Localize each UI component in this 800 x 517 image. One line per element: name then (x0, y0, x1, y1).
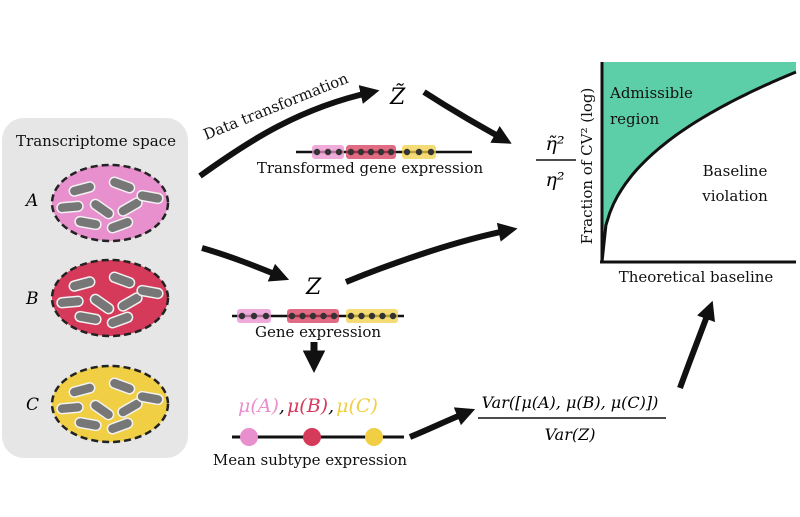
var-denominator: Var(Z) (545, 425, 596, 444)
subtype-b-label: B (25, 289, 39, 309)
rod (89, 198, 115, 220)
mean-to-var-arrow (408, 407, 476, 440)
gene-expression-label: Gene expression (255, 323, 381, 341)
rod (68, 276, 96, 292)
rod (68, 382, 96, 398)
mu-b: μ(B) (287, 395, 328, 417)
rod (108, 377, 136, 395)
subtype-a-label: A (24, 191, 38, 211)
rod (106, 216, 134, 234)
rod (74, 416, 102, 432)
mu-a: μ(A) (238, 395, 279, 417)
rod (108, 271, 136, 289)
gene-expression-strip (232, 309, 404, 323)
var-numerator: Var([μ(A), μ(B), μ(C)]) (482, 393, 659, 412)
violation-label-2: violation (701, 187, 768, 205)
rod (136, 284, 164, 300)
x-axis-label: Theoretical baseline (619, 268, 774, 286)
subtype-c-label: C (26, 395, 39, 415)
rod (56, 295, 84, 309)
ratio-denominator: η² (546, 169, 565, 191)
var-to-chart-arrow (677, 300, 716, 390)
rod (106, 417, 134, 435)
cell-a (50, 163, 170, 243)
transformed-expression-strip (296, 145, 472, 159)
rod (74, 310, 102, 326)
cell-c (50, 364, 170, 444)
transformed-expression-label: Transformed gene expression (257, 159, 484, 177)
svg-text:μ(A),μ(B),μ(C): μ(A), μ(B), μ(C) (238, 395, 378, 417)
z-to-ratio-arrow (344, 222, 518, 285)
admissible-region-fill (602, 62, 796, 262)
transform-arrow (198, 85, 380, 179)
z-tilde-symbol: Z̃ (389, 84, 406, 110)
mean-dot-b (303, 428, 321, 446)
rod (106, 311, 134, 329)
baseline-chart: Admissible region Baseline violation The… (578, 62, 797, 286)
rod (68, 181, 96, 197)
rod (56, 401, 84, 415)
rod (136, 390, 164, 406)
baseline-curve (600, 70, 797, 263)
panel-title: Transcriptome space (16, 132, 176, 150)
admissible-label-1: Admissible (609, 84, 693, 102)
mean-dot-c (365, 428, 383, 446)
panel-to-z-arrow (201, 245, 290, 282)
rod (74, 215, 102, 231)
rod (89, 293, 115, 315)
mu-c: μ(C) (336, 395, 378, 417)
rod (56, 200, 84, 214)
admissible-label-2: region (610, 110, 659, 128)
ztilde-to-ratio-arrow (422, 89, 512, 144)
rod (89, 399, 115, 421)
mean-label: Mean subtype expression (213, 451, 408, 469)
ratio-numerator: η̃² (546, 133, 565, 155)
y-axis-label: Fraction of CV² (log) (578, 88, 596, 245)
cell-b (50, 258, 170, 338)
violation-label-1: Baseline (703, 162, 768, 180)
z-symbol: Z (305, 275, 322, 300)
rod (108, 176, 136, 194)
rod (136, 189, 164, 205)
mean-dot-a (240, 428, 258, 446)
